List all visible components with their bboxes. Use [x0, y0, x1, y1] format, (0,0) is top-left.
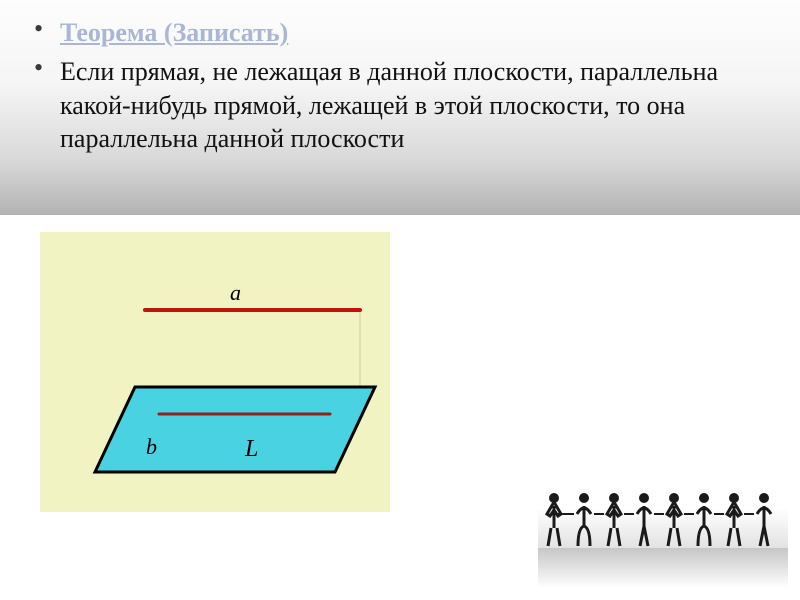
bullet-item-body: Если прямая, не лежащая в данной плоскос… [20, 55, 780, 155]
line-a-label: a [230, 280, 241, 305]
bullet-item-title: Теорема (Записать) [20, 16, 780, 49]
theorem-title: Теорема (Записать) [60, 18, 288, 47]
people-reflection [538, 548, 788, 588]
bullet-list: Теорема (Записать) Если прямая, не лежащ… [20, 16, 780, 155]
theorem-body: Если прямая, не лежащая в данной плоскос… [60, 57, 718, 153]
geometry-figure: a b L [40, 232, 390, 512]
line-b-label: b [146, 434, 157, 459]
plane-shape [95, 387, 375, 472]
slide-content: Теорема (Записать) Если прямая, не лежащ… [20, 16, 780, 161]
people-silhouette-decoration [538, 488, 788, 588]
plane-label: L [244, 436, 258, 462]
